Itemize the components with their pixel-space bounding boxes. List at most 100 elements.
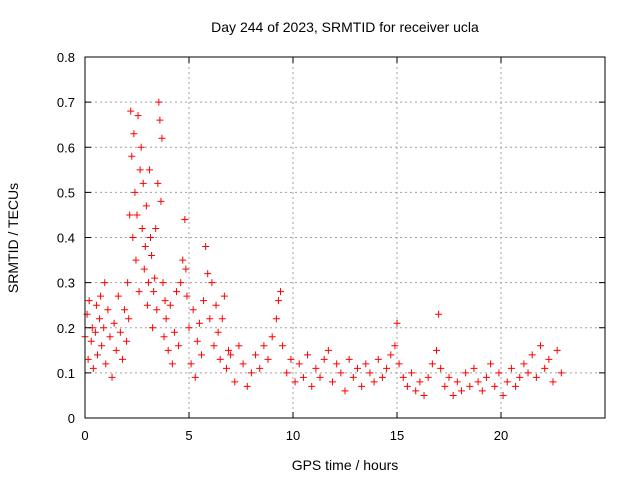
data-point: [374, 355, 382, 363]
data-point: [130, 130, 138, 138]
data-point: [124, 279, 132, 287]
data-point: [358, 382, 366, 390]
data-point: [206, 315, 214, 323]
data-point: [499, 391, 507, 399]
data-point: [304, 351, 312, 359]
data-point: [495, 369, 503, 377]
data-point: [155, 98, 163, 106]
y-tick-label: 0.1: [57, 366, 75, 381]
data-point: [110, 319, 118, 327]
chart-title: Day 244 of 2023, SRMTID for receiver ucl…: [211, 19, 479, 35]
y-tick-label: 0.2: [57, 321, 75, 336]
data-point: [412, 387, 420, 395]
data-point: [420, 391, 428, 399]
data-point: [353, 364, 361, 372]
data-point: [121, 306, 129, 314]
data-point: [287, 355, 295, 363]
data-point: [557, 369, 565, 377]
data-point: [345, 355, 353, 363]
data-point: [214, 328, 222, 336]
data-point: [231, 378, 239, 386]
data-point: [256, 364, 264, 372]
data-point: [312, 364, 320, 372]
data-point: [200, 297, 208, 305]
data-point: [320, 355, 328, 363]
data-point: [148, 252, 156, 260]
data-point: [549, 378, 557, 386]
data-point: [133, 211, 141, 219]
x-tick-label: 10: [286, 428, 300, 443]
x-tick-label: 20: [494, 428, 508, 443]
data-point: [218, 315, 226, 323]
data-point: [185, 324, 193, 332]
data-point: [100, 324, 108, 332]
data-point: [337, 369, 345, 377]
data-point: [85, 297, 93, 305]
data-point: [159, 279, 167, 287]
data-point: [541, 364, 549, 372]
data-point: [279, 342, 287, 350]
data-point: [299, 373, 307, 381]
data-point: [197, 351, 205, 359]
data-point: [333, 360, 341, 368]
data-point: [453, 378, 461, 386]
data-point: [435, 310, 443, 318]
data-point: [457, 387, 465, 395]
grid-lines: [85, 57, 605, 418]
data-point: [93, 351, 101, 359]
data-point: [125, 315, 133, 323]
data-point: [137, 143, 145, 151]
y-tick-label: 0.6: [57, 140, 75, 155]
data-point: [182, 265, 190, 273]
data-point: [516, 373, 524, 381]
data-point: [96, 315, 104, 323]
data-point: [424, 373, 432, 381]
data-point: [129, 234, 137, 241]
data-point: [145, 166, 153, 174]
data-point: [136, 166, 144, 174]
data-point: [416, 378, 424, 386]
data-point: [524, 369, 532, 377]
data-point: [147, 234, 155, 241]
data-point: [403, 382, 411, 390]
data-point: [157, 197, 165, 205]
data-point: [243, 382, 251, 390]
y-tick-label: 0: [68, 411, 75, 426]
data-point: [97, 292, 105, 300]
data-point: [225, 346, 233, 354]
data-point: [478, 387, 486, 395]
data-point: [208, 279, 216, 287]
data-point: [164, 346, 172, 354]
data-point: [329, 378, 337, 386]
data-point: [247, 369, 255, 377]
data-point: [387, 351, 395, 359]
data-point: [168, 360, 176, 368]
data-point: [132, 256, 140, 264]
data-point: [512, 382, 520, 390]
data-point: [341, 387, 349, 395]
data-point: [193, 337, 201, 345]
data-point: [362, 360, 370, 368]
x-axis-label: GPS time / hours: [292, 457, 399, 473]
data-point: [370, 378, 378, 386]
data-point: [118, 355, 126, 363]
data-point: [177, 279, 185, 287]
data-point: [102, 360, 110, 368]
y-tick-label: 0.8: [57, 50, 75, 65]
data-point: [283, 369, 291, 377]
data-point: [291, 378, 299, 386]
data-point: [395, 360, 403, 368]
x-tick-label: 15: [390, 428, 404, 443]
data-point: [87, 337, 95, 345]
data-point: [503, 378, 511, 386]
data-points: [81, 98, 565, 399]
data-point: [553, 346, 561, 354]
y-axis-label: SRMTID / TECUs: [5, 183, 21, 293]
data-point: [161, 297, 169, 305]
data-point: [462, 369, 470, 377]
data-point: [149, 324, 157, 332]
data-point: [474, 378, 482, 386]
data-point: [135, 288, 143, 296]
data-point: [183, 292, 191, 300]
